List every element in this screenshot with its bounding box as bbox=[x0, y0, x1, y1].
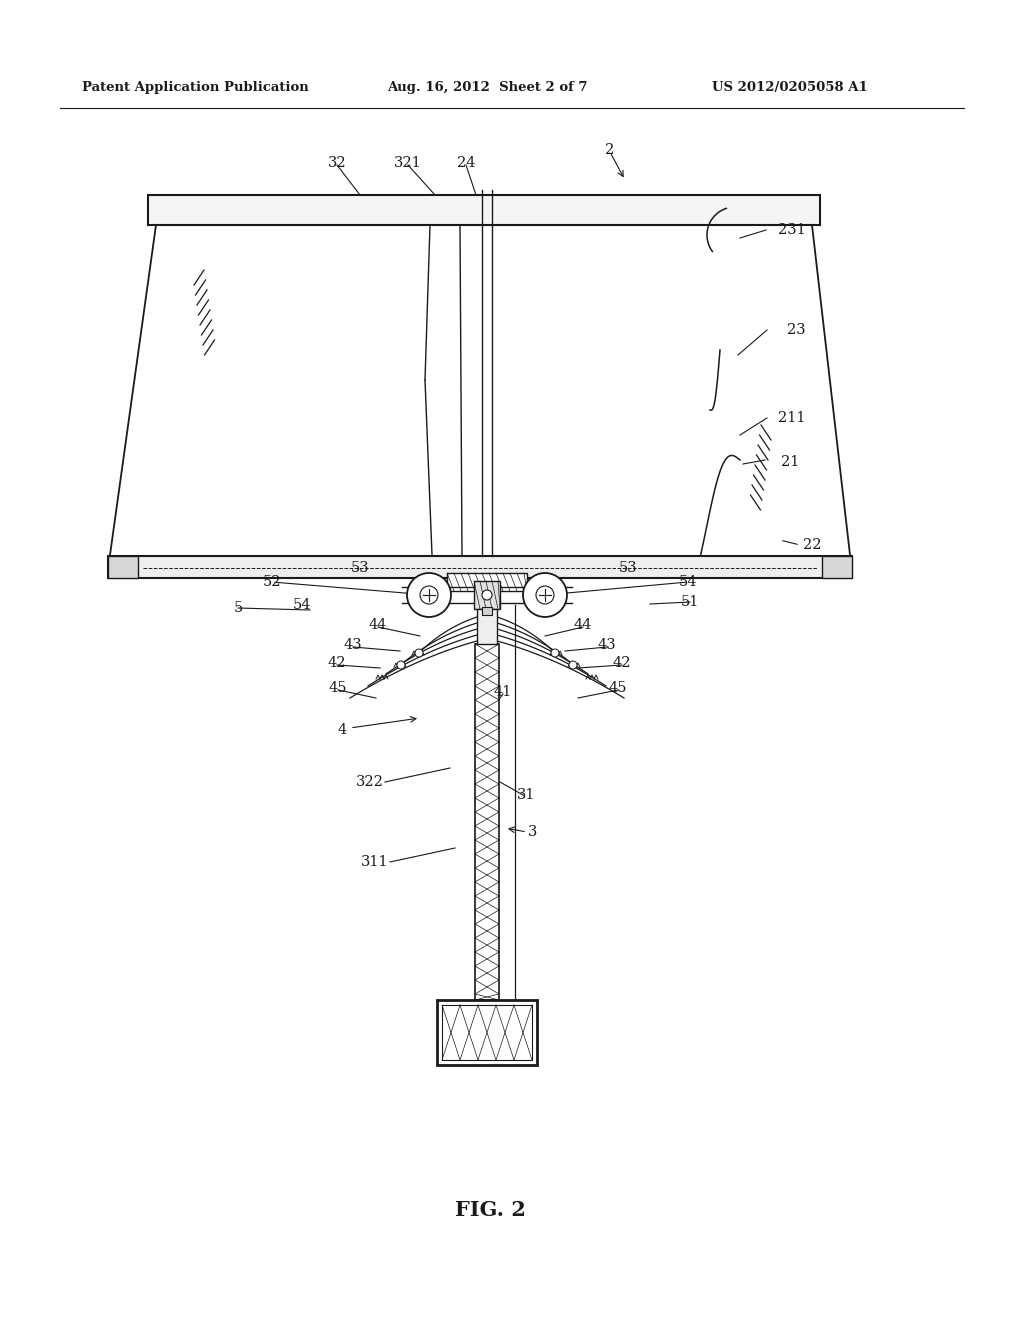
Bar bbox=[477, 609, 497, 644]
Bar bbox=[822, 556, 852, 578]
Circle shape bbox=[420, 586, 438, 605]
Text: 44: 44 bbox=[573, 618, 592, 632]
Text: 21: 21 bbox=[781, 455, 799, 469]
Bar bbox=[482, 607, 492, 615]
Text: 52: 52 bbox=[263, 576, 282, 589]
Text: 2: 2 bbox=[605, 143, 614, 157]
Text: 322: 322 bbox=[356, 775, 384, 789]
Text: 45: 45 bbox=[608, 681, 628, 696]
Bar bbox=[437, 1001, 537, 1065]
Text: 231: 231 bbox=[778, 223, 806, 238]
Text: 51: 51 bbox=[681, 595, 699, 609]
Text: 54: 54 bbox=[293, 598, 311, 612]
Text: 41: 41 bbox=[494, 685, 512, 700]
Circle shape bbox=[523, 573, 567, 616]
Circle shape bbox=[415, 649, 423, 657]
Text: 53: 53 bbox=[618, 561, 637, 576]
Circle shape bbox=[397, 661, 406, 669]
Bar bbox=[447, 573, 527, 591]
Text: US 2012/0205058 A1: US 2012/0205058 A1 bbox=[712, 82, 868, 95]
Circle shape bbox=[536, 586, 554, 605]
Text: 31: 31 bbox=[517, 788, 536, 803]
Text: 43: 43 bbox=[344, 638, 362, 652]
Text: 44: 44 bbox=[369, 618, 387, 632]
Circle shape bbox=[407, 573, 451, 616]
Circle shape bbox=[482, 590, 492, 601]
Text: 22: 22 bbox=[803, 539, 821, 552]
Text: Patent Application Publication: Patent Application Publication bbox=[82, 82, 308, 95]
Text: Aug. 16, 2012  Sheet 2 of 7: Aug. 16, 2012 Sheet 2 of 7 bbox=[387, 82, 587, 95]
Text: 43: 43 bbox=[598, 638, 616, 652]
Circle shape bbox=[551, 649, 559, 657]
Text: 211: 211 bbox=[778, 411, 806, 425]
Bar bbox=[442, 1005, 532, 1060]
Text: 3: 3 bbox=[528, 825, 538, 840]
Text: 53: 53 bbox=[350, 561, 370, 576]
Text: 42: 42 bbox=[612, 656, 631, 671]
Text: 311: 311 bbox=[361, 855, 389, 869]
Text: FIG. 2: FIG. 2 bbox=[455, 1200, 525, 1220]
Text: 24: 24 bbox=[457, 156, 475, 170]
Text: 32: 32 bbox=[328, 156, 346, 170]
Bar bbox=[475, 644, 499, 1001]
Circle shape bbox=[569, 661, 577, 669]
Bar bbox=[108, 556, 852, 578]
Text: 45: 45 bbox=[329, 681, 347, 696]
Text: 42: 42 bbox=[328, 656, 346, 671]
Text: 23: 23 bbox=[786, 323, 805, 337]
Bar bbox=[474, 581, 500, 609]
Text: 5: 5 bbox=[233, 601, 243, 615]
Bar bbox=[148, 195, 820, 224]
Text: 321: 321 bbox=[394, 156, 422, 170]
Bar bbox=[108, 556, 138, 578]
Text: 4: 4 bbox=[337, 723, 347, 737]
Text: 54: 54 bbox=[679, 576, 697, 589]
